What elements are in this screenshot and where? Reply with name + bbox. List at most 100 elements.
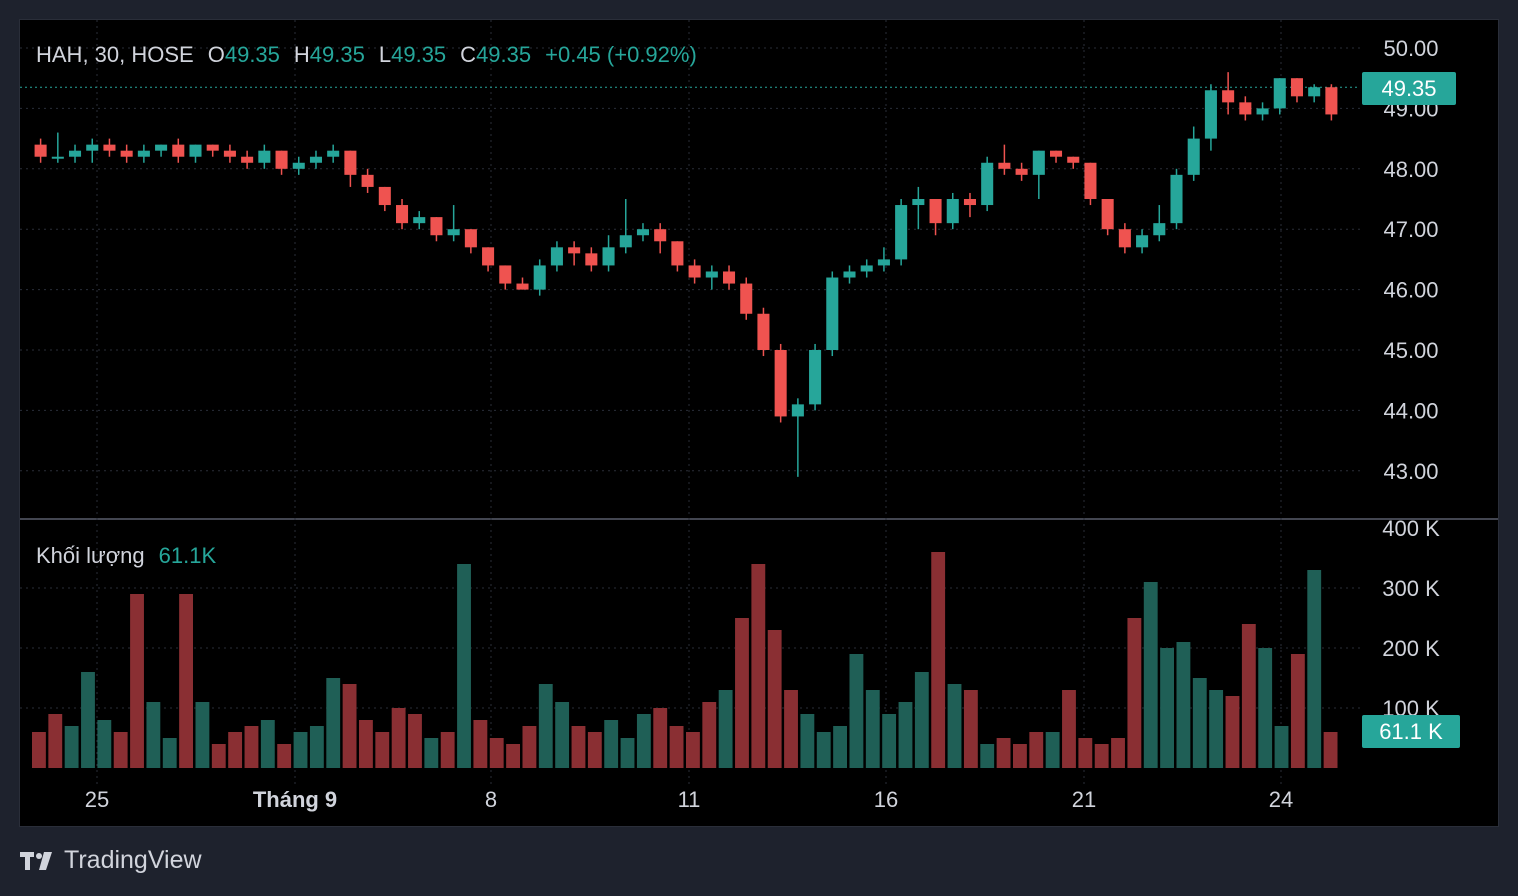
candle-body [34,144,47,157]
candle-body [860,265,873,272]
volume-bar [1111,738,1125,768]
volume-bar [898,702,913,768]
open-value: 49.35 [224,42,280,67]
volume-bar [195,702,210,768]
volume-bar [440,732,455,768]
volume-tick-label: 400 K [1382,516,1440,541]
volume-bar [980,744,995,768]
candle-body [826,277,839,350]
candle-body [705,271,718,278]
volume-bar [735,618,749,768]
volume-bar [833,726,847,768]
candle-body [120,150,133,157]
volume-tick-label: 200 K [1382,636,1440,661]
candle-body [963,199,976,206]
volume-bar [309,726,324,768]
volume-bar [1045,732,1060,768]
volume-bar [375,732,390,768]
price-tick-label: 46.00 [1383,278,1438,303]
candle-body [1204,90,1217,139]
candle-body [877,259,890,266]
price-tick-label: 47.00 [1383,217,1438,242]
change-value: +0.45 (+0.92%) [545,42,697,67]
candle-body [206,144,219,151]
candle-body [1067,156,1080,163]
candle-body [1118,229,1131,248]
candle-body [1015,168,1028,175]
candle-body [740,283,753,314]
time-axis-labels: 25 Tháng 9 8 11 16 21 24 [85,787,1293,812]
candle-body [464,229,477,248]
candle-body [69,150,82,157]
price-tick-label: 43.00 [1383,459,1438,484]
volume-bar [146,702,161,768]
candle-body [568,247,581,254]
volume-bar [1013,744,1027,768]
candle-body [1325,87,1338,115]
candle-body [619,235,632,248]
volume-bar [489,738,504,768]
tradingview-brand[interactable]: TradingView [20,846,202,875]
volume-bar [391,708,406,768]
last-volume-tag: 61.1 K [1362,715,1460,748]
tradingview-logo-icon [20,850,58,872]
volume-bar [326,678,341,768]
volume-bar [1258,648,1273,768]
candle-body [1222,90,1235,103]
volume-bars [32,552,1338,768]
candle-body [757,313,770,350]
candle-body [344,150,357,175]
candle-body [1187,138,1200,175]
volume-bar [228,732,243,768]
candle-body [258,150,271,163]
candle-body [413,217,426,224]
candle-body [946,199,959,224]
candle-body [1290,78,1303,97]
candle-body [86,144,99,151]
volume-bar [686,732,700,768]
volume-bar [1323,732,1338,768]
volume-bar [342,684,357,768]
candle-body [482,247,495,266]
candles [34,72,1338,477]
volume-bar [1274,726,1289,768]
volume-bar [424,738,439,768]
open-label: O [207,42,225,67]
volume-bar [604,720,619,768]
volume-bar [653,708,668,768]
volume-bar [816,732,831,768]
candle-body [981,162,994,206]
candle-body [774,350,787,417]
candle-body [895,205,908,260]
volume-bar [620,738,635,768]
volume-bar [506,744,520,768]
price-tick-label: 48.00 [1383,157,1438,182]
volume-bar [882,714,897,768]
candle-body [654,229,667,242]
candle-body [636,229,649,236]
volume-bar [636,714,651,768]
candle-body [103,144,116,151]
candle-body [929,199,942,224]
candle-body [361,174,374,187]
candle-body [223,150,236,157]
volume-bar [81,672,95,768]
volume-bar [1127,618,1142,768]
candle-body [912,199,925,206]
candle-body [843,271,856,278]
volume-bar [767,630,782,768]
low-value: 49.35 [391,42,447,67]
candle-body [137,150,150,157]
candle-body [241,156,254,163]
time-tick-label: Tháng 9 [253,787,337,812]
candle-body [1256,108,1269,115]
candle-body [155,144,168,151]
volume-bar [931,552,946,768]
candle-body [602,247,615,266]
candle-body [1308,87,1321,97]
volume-bar [293,732,308,768]
volume-bar [571,726,586,768]
low-label: L [378,42,392,67]
